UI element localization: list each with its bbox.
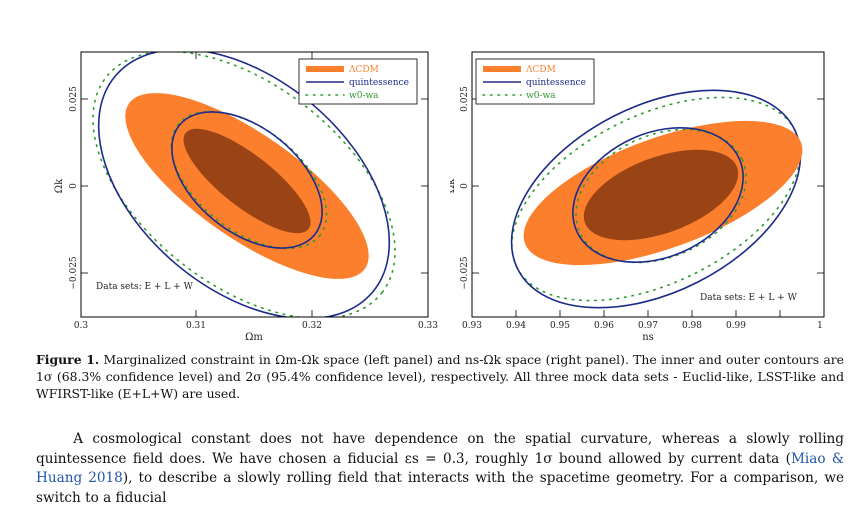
right-quint-1sigma — [572, 126, 744, 264]
left-frame — [80, 51, 429, 318]
left-xtick-3: 0.33 — [418, 321, 438, 331]
right-xtick-2: 0.95 — [550, 321, 570, 331]
right-ytick-2: −0.025 — [460, 256, 470, 290]
figure-caption: Figure 1. Marginalized constraint in Ωm-… — [36, 351, 844, 402]
right-ticks — [472, 98, 824, 317]
left-ytick-0: 0.025 — [69, 86, 79, 112]
right-xtick-1: 0.94 — [506, 321, 526, 331]
right-dataset-note: Data sets: E + L + W — [700, 293, 798, 303]
figure-label: Figure 1. — [36, 352, 100, 367]
body-text-part1: A cosmological constant does not have de… — [36, 431, 844, 467]
right-quint-2sigma — [510, 89, 802, 309]
right-xlabel: ns — [642, 332, 654, 343]
left-w0wa-2sigma — [92, 52, 396, 317]
figure-caption-text: Marginalized constraint in Ωm-Ωk space (… — [36, 352, 844, 401]
left-xtick-0: 0.3 — [74, 321, 89, 331]
left-xtick-2: 0.32 — [302, 321, 322, 331]
right-panel: 0.93 0.94 0.95 0.96 0.97 0.98 0.99 1 ns … — [450, 51, 825, 343]
left-ticks — [81, 52, 428, 317]
right-xtick-7: 1 — [817, 321, 823, 331]
left-lcdm-1sigma — [183, 128, 311, 234]
right-legend-quint: quintessence — [526, 78, 586, 88]
right-ytick-0: 0.025 — [460, 86, 470, 112]
right-w0wa-1sigma — [575, 128, 747, 264]
left-ytick-1: 0 — [69, 183, 79, 189]
left-legend-quint: quintessence — [349, 78, 409, 88]
left-ytick-2: −0.025 — [69, 256, 79, 290]
right-legend-w0wa: w0-wa — [526, 91, 556, 101]
left-quint-1sigma — [171, 111, 323, 249]
left-legend-lcdm: ΛCDM — [348, 65, 379, 75]
citation-link[interactable]: Miao & Huang 2018 — [36, 450, 844, 487]
right-legend: ΛCDM quintessence w0-wa — [475, 58, 595, 105]
left-legend-w0wa: w0-wa — [349, 91, 379, 101]
left-panel: 0.3 0.31 0.32 0.33 Ωm 0.025 0 −0.025 Ωk … — [54, 51, 438, 343]
right-xtick-3: 0.96 — [594, 321, 614, 331]
right-xtick-0: 0.93 — [462, 321, 482, 331]
left-xlabel: Ωm — [245, 332, 263, 343]
left-ylabel: Ωk — [54, 178, 65, 193]
left-xtick-1: 0.31 — [186, 321, 206, 331]
right-xtick-4: 0.97 — [638, 321, 658, 331]
right-xtick-6: 0.99 — [726, 321, 746, 331]
left-legend: ΛCDM quintessence w0-wa — [298, 58, 418, 105]
right-legend-lcdm: ΛCDM — [525, 65, 556, 75]
right-ytick-1: 0 — [460, 183, 470, 189]
body-paragraph: A cosmological constant does not have de… — [36, 430, 844, 508]
body-text-part2: ), to describe a slowly rolling field th… — [36, 470, 844, 506]
right-lcdm-1sigma — [583, 149, 739, 241]
right-xtick-5: 0.98 — [682, 321, 702, 331]
right-ylabel: Ωk — [450, 178, 457, 193]
left-dataset-note: Data sets: E + L + W — [96, 282, 194, 292]
